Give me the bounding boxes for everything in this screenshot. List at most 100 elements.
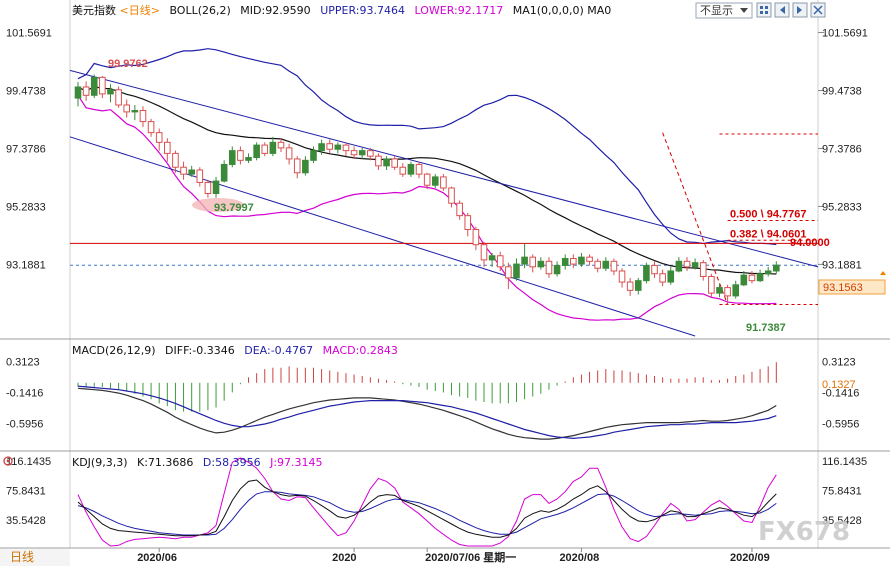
candle-body [578, 256, 585, 265]
candle-body [212, 180, 220, 195]
period-tag: <日线> [120, 3, 160, 17]
kdj-axis-right-label: 35.5428 [822, 515, 862, 527]
boll-label: BOLL(26,2) [169, 4, 230, 17]
kdj-d-value: D:58.3956 [203, 456, 261, 469]
main-axis-ticks: 101.5691 101.5691 99.4738 99.4738 97.3786 97.… [6, 28, 868, 272]
candle-body [415, 163, 423, 175]
macd-dea-value: DEA:-0.4767 [244, 344, 313, 357]
price-arrow-icon [880, 271, 886, 275]
candle-body [480, 244, 488, 261]
fib-level-label: 0.500 \ 94.7767 [730, 208, 806, 220]
candle-body [147, 121, 155, 134]
candle-body [618, 270, 626, 283]
date-label: 2020/06 [137, 552, 177, 564]
main-axis-right-label: 101.5691 [822, 28, 868, 40]
candle-body [107, 89, 114, 95]
candle-body [756, 273, 764, 282]
candle-body [407, 163, 415, 175]
candle-body [472, 228, 480, 246]
display-dropdown[interactable]: 不显示 [695, 2, 753, 19]
date-label: 2020/07/06 星期一 [425, 550, 516, 564]
fib-diagonal-line [662, 132, 729, 305]
candle-body [464, 215, 472, 230]
candle-body [180, 166, 187, 175]
macd-axis-left-label: -0.1416 [6, 388, 43, 400]
candle-body [367, 150, 374, 157]
close-icon[interactable] [810, 2, 826, 18]
candle-body [261, 144, 269, 154]
candle-body [375, 155, 382, 167]
candle-body [488, 255, 496, 261]
candle-body [431, 176, 439, 186]
low-highlight [192, 198, 244, 212]
candles [74, 74, 780, 305]
chevron-down-icon [740, 8, 748, 13]
candle-body [188, 169, 195, 175]
candle-body [334, 144, 342, 150]
candle-body [285, 147, 293, 160]
low-annotation: 91.7387 [746, 322, 786, 334]
candle-body [302, 159, 309, 174]
candle-body [155, 132, 163, 143]
main-axis-left-label: 101.5691 [6, 28, 52, 40]
date-axis: 2020/06 2020 2020/07/06 星期一 2020/08 2020/09 [137, 548, 770, 564]
kdj-axis-left-label: 75.8431 [6, 485, 46, 497]
grid-icon[interactable] [756, 2, 772, 18]
period-box[interactable] [0, 549, 70, 566]
candle-body [773, 264, 780, 272]
main-axis-right-label: 93.1881 [822, 259, 862, 271]
candle-body [399, 166, 407, 175]
date-label: 2020/09 [730, 552, 770, 564]
main-axis-left-label: 93.1881 [6, 259, 46, 271]
macd-pane: 0.3123 0.3123 -0.1416 -0.1416 -0.5956 -0.5956 [6, 356, 859, 440]
watermark: FX678 [758, 517, 850, 547]
macd-axis-right-label: -0.5956 [822, 419, 859, 431]
candle-body [586, 256, 593, 262]
candle-body [724, 287, 731, 297]
main-axis-left-label: 95.2833 [6, 201, 46, 213]
candle-body [699, 262, 707, 278]
candle-body [553, 264, 561, 275]
bottom-period-label: 日线 [10, 550, 34, 564]
macd-diff-value: DIFF:-0.3346 [165, 344, 235, 357]
channel-lower-line [69, 136, 696, 337]
candle-body [318, 143, 325, 152]
candle-body [220, 163, 228, 182]
candle-body [740, 274, 748, 286]
candle-body [383, 158, 390, 167]
macd-diff-line [77, 387, 777, 440]
candle-body [529, 256, 537, 268]
candle-body [245, 157, 252, 161]
candle-body [643, 264, 650, 282]
candle-body [99, 76, 106, 95]
ma-label: MA1(0,0,0,0) MA0 [513, 4, 612, 17]
candle-body [423, 173, 431, 186]
fib-level-label: 94.0000 [790, 237, 830, 249]
symbol-name: 美元指数 [72, 3, 116, 17]
candle-body [74, 86, 82, 99]
candle-body [764, 270, 772, 275]
main-axis-left-label: 99.4738 [6, 85, 46, 97]
back-icon[interactable] [774, 2, 790, 18]
settings-icon[interactable] [3, 456, 13, 466]
boll-mid-value: MID:92.9590 [240, 4, 310, 17]
main-axis-right-label: 95.2833 [822, 201, 862, 213]
candle-body [659, 273, 666, 283]
display-dropdown-label: 不显示 [700, 4, 733, 17]
forward-icon[interactable] [792, 2, 808, 18]
candle-body [594, 260, 601, 269]
trend-channel [69, 69, 819, 337]
candle-body [253, 144, 260, 159]
candle-body [634, 280, 642, 291]
kdj-j-line [77, 457, 777, 547]
candle-body [626, 281, 634, 291]
candle-body [172, 152, 179, 168]
date-label: 2020/08 [559, 552, 599, 564]
candle-body [204, 181, 212, 195]
macd-current-value: 0.1327 [822, 379, 856, 391]
candle-body [237, 150, 244, 161]
boll-mid-line [77, 85, 777, 275]
boll-upper-value: UPPER:93.7464 [320, 4, 405, 17]
candle-body [269, 141, 277, 154]
last-price-box [818, 279, 886, 295]
